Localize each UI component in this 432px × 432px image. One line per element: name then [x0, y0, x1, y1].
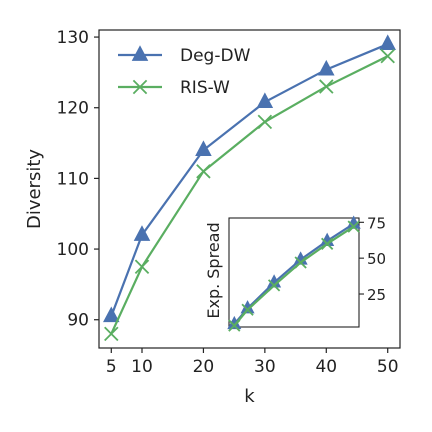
y-tick-label: 100 [57, 240, 89, 260]
data-point-deg-dw-3 [256, 92, 274, 108]
data-point-ris-w-0 [104, 326, 119, 342]
y-tick-label: 120 [57, 99, 89, 119]
data-point-deg-dw-1 [133, 225, 151, 241]
x-tick-label: 30 [254, 357, 276, 377]
x-tick-label: 50 [377, 357, 399, 377]
x-tick-label: 20 [193, 357, 215, 377]
data-point-ris-w-1 [134, 259, 150, 274]
data-point-deg-dw-4 [318, 59, 335, 76]
data-point-ris-w-3 [257, 114, 273, 130]
inset-y-tick-label: 50 [367, 250, 386, 268]
series-line-deg-dw [110, 43, 389, 317]
main-plot-frame [98, 29, 401, 349]
series-line-ris-w [110, 55, 389, 335]
inset-data-point-ris-w-5 [347, 220, 360, 233]
x-axis-label: k [244, 386, 255, 407]
data-point-deg-dw-2 [195, 140, 212, 157]
y-tick-label: 110 [57, 169, 89, 189]
data-point-ris-w-5 [380, 48, 395, 64]
inset-data-point-ris-w-2 [267, 279, 281, 292]
data-point-ris-w-4 [319, 79, 334, 94]
legend: Deg-DW RIS-W [118, 45, 251, 98]
legend-marker-deg-dw [131, 45, 149, 61]
main-plot: 5 10 20 30 40 50 90 100 110 120 130 k Diversity Deg-D… [24, 28, 401, 407]
data-point-deg-dw-0 [103, 306, 120, 323]
inset-data-point-ris-w-3 [294, 256, 307, 269]
x-tick-label: 40 [315, 357, 337, 377]
legend-label-ris-w: RIS-W [180, 78, 230, 98]
inset-y-tick-label: 75 [367, 214, 386, 232]
data-point-deg-dw-5 [379, 34, 396, 51]
legend-marker-ris-w [132, 79, 148, 95]
inset-y-axis-label: Exp. Spread [204, 222, 223, 318]
y-axis-label: Diversity [24, 149, 45, 229]
y-tick-label: 90 [67, 311, 89, 331]
inset-data-point-ris-w-0 [228, 319, 241, 332]
inset-data-point-ris-w-4 [321, 237, 334, 250]
data-point-ris-w-2 [196, 164, 211, 179]
inset-plot: 25 50 75 Exp. Spread [204, 214, 386, 332]
legend-label-deg-dw: Deg-DW [180, 46, 251, 66]
x-tick-label: 10 [131, 357, 153, 377]
inset-y-tick-label: 25 [367, 286, 386, 304]
y-tick-label: 130 [57, 28, 89, 48]
inset-data-point-ris-w-1 [241, 303, 254, 316]
x-tick-label: 5 [106, 357, 117, 377]
